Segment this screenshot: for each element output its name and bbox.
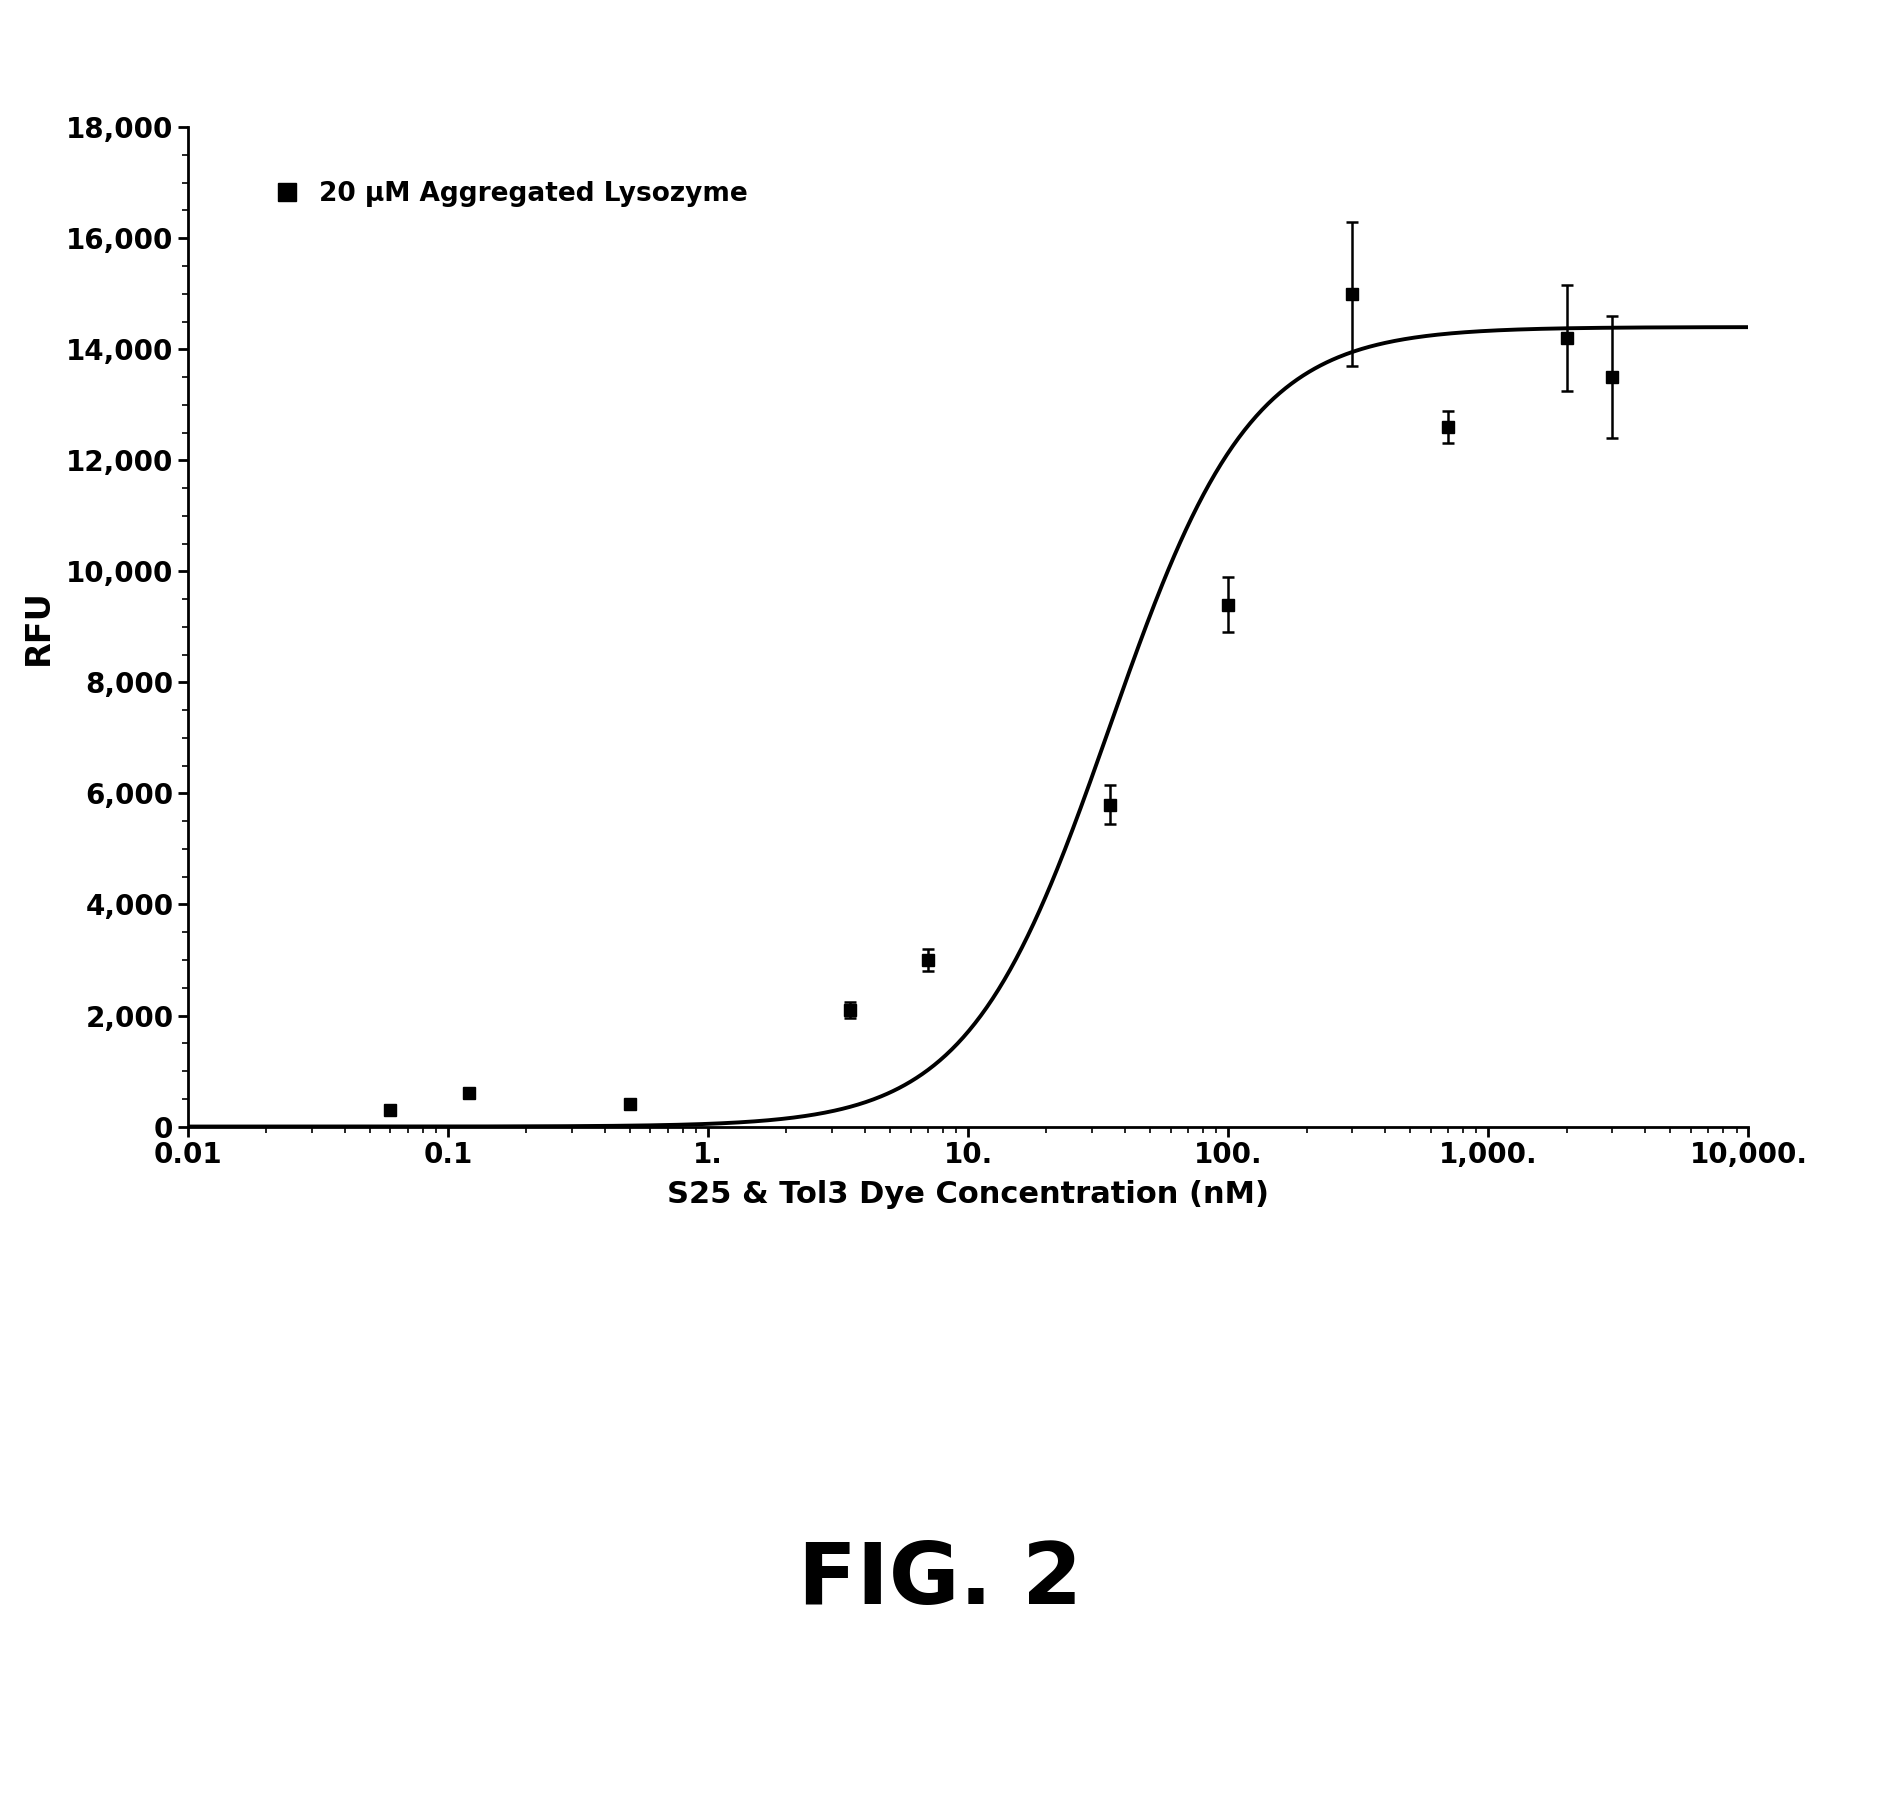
Legend: 20 μM Aggregated Lysozyme: 20 μM Aggregated Lysozyme	[263, 171, 758, 218]
Y-axis label: RFU: RFU	[23, 589, 55, 665]
Text: FIG. 2: FIG. 2	[797, 1539, 1083, 1623]
X-axis label: S25 & Tol3 Dye Concentration (nM): S25 & Tol3 Dye Concentration (nM)	[667, 1181, 1269, 1210]
